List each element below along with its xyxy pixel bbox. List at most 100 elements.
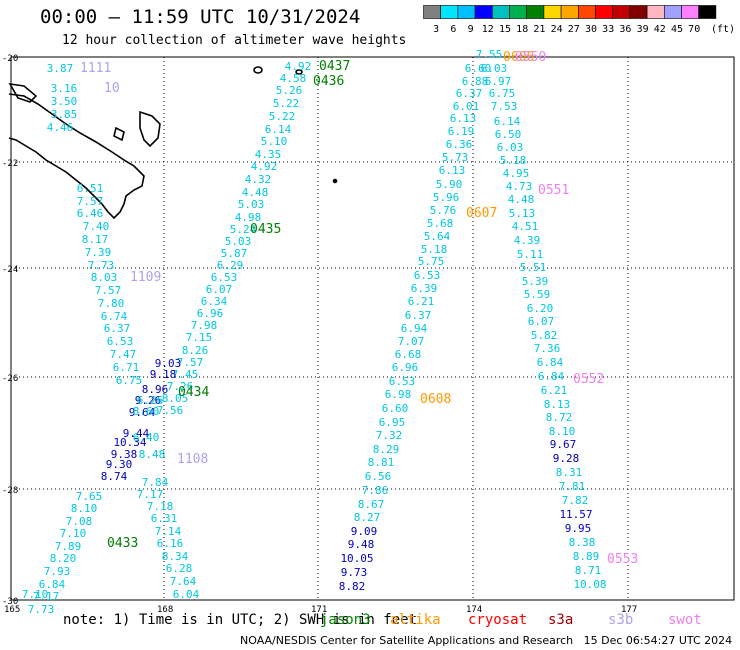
legend-unit: (ft): [711, 24, 735, 35]
legend-label: 36: [619, 24, 631, 35]
satellite-name: cryosat: [468, 612, 528, 628]
wave-height-value: 9.95: [565, 522, 592, 535]
wave-height-value: 8.38: [569, 536, 596, 549]
wave-height-value: 6.37: [456, 87, 483, 100]
wave-height-value: 7.82: [562, 494, 589, 507]
pass-label: 0607: [466, 206, 497, 221]
wave-height-value: 9.38: [111, 448, 138, 461]
wave-height-value: 8.03: [91, 271, 118, 284]
wave-height-value: 4.95: [503, 167, 530, 180]
wave-height-value: 7.36: [534, 342, 561, 355]
wave-height-value: 6.53: [211, 271, 238, 284]
islet: [295, 69, 303, 75]
wave-height-value: 6.53: [389, 375, 416, 388]
wave-height-value: 8.67: [358, 498, 385, 511]
wave-height-value: 5.39: [522, 275, 549, 288]
wave-height-value: 7.89: [55, 540, 82, 553]
legend-label: 33: [602, 24, 614, 35]
legend-label: 18: [516, 24, 528, 35]
island-east: [113, 126, 125, 142]
wave-height-value: 6.26: [137, 394, 164, 407]
wave-height-value: 4.73: [506, 180, 533, 193]
wave-height-value: 4.35: [255, 148, 282, 161]
wave-height-value: 7.26: [167, 380, 194, 393]
wave-height-value: 6.21: [408, 295, 435, 308]
wave-height-value: 5.26: [276, 84, 303, 97]
wave-height-value: 7.64: [170, 575, 197, 588]
wave-height-value: 6.01: [453, 100, 480, 113]
islet: [253, 66, 263, 74]
wave-height-value: 6.40: [133, 431, 160, 444]
wave-height-value: 6.95: [379, 416, 406, 429]
wave-height-value: 8.74: [101, 470, 128, 483]
pass-label: 0550: [515, 50, 546, 65]
wave-height-value: 6.97: [485, 75, 512, 88]
loyalty-islands: [139, 110, 161, 148]
wave-height-value: 8.34: [162, 550, 189, 563]
wave-height-value: 9.18: [150, 368, 177, 381]
wave-height-value: 7.57: [77, 195, 104, 208]
wave-height-value: 3.16: [51, 82, 78, 95]
lon-tick-label: 177: [621, 605, 637, 615]
wave-height-value: 5.18: [421, 243, 448, 256]
wave-height-value: 7.57: [177, 356, 204, 369]
wave-height-value: 8.71: [575, 564, 602, 577]
wave-height-value: 7.81: [559, 480, 586, 493]
wave-height-value: 7.45: [172, 368, 199, 381]
wave-height-value: 6.74: [101, 310, 128, 323]
lon-tick-label: 165: [4, 605, 20, 615]
wave-height-value: 7.57: [95, 284, 122, 297]
satellite-name: jason3: [320, 612, 371, 628]
wave-height-value: 5.90: [436, 178, 463, 191]
color-legend: 3 6 9 12 15 18 21 24 27 30 33 36 39 42 45 70 (ft): [423, 5, 735, 35]
wave-height-value: 7.07: [398, 335, 425, 348]
pass-label: 0434: [178, 385, 209, 400]
legend-label: 12: [482, 24, 494, 35]
wave-height-value: 5.76: [430, 204, 457, 217]
wave-height-value: 9.03: [155, 357, 182, 370]
wave-height-value: 4.58: [280, 72, 307, 85]
wave-height-value: 7.98: [191, 319, 218, 332]
wave-height-value: 8.81: [368, 456, 395, 469]
wave-height-value: 4.48: [508, 193, 535, 206]
wave-height-value: 9.30: [106, 458, 133, 471]
pass-label: 0436: [313, 74, 344, 89]
wave-height-value: 6.37: [405, 309, 432, 322]
wave-height-value: 6.96: [197, 307, 224, 320]
legend-label: 3: [433, 24, 439, 35]
wave-height-value: 5.73: [442, 151, 469, 164]
wave-height-value: 6.84: [538, 370, 565, 383]
wave-height-value: 5.68: [427, 217, 454, 230]
wave-height-value: 6.50: [495, 128, 522, 141]
wave-height-value: 6.28: [166, 562, 193, 575]
wave-height-value: 5.64: [424, 230, 451, 243]
wave-height-value: 9.67: [550, 438, 577, 451]
wave-height-value: 8.29: [373, 443, 400, 456]
wave-height-value: 10.05: [340, 552, 373, 565]
legend-label: 42: [654, 24, 666, 35]
wave-height-value: 5.75: [418, 255, 445, 268]
wave-height-value: 8.13: [544, 398, 571, 411]
wave-height-value: 7.40: [83, 220, 110, 233]
wave-height-value: 6.03: [481, 62, 508, 75]
pass-label: 0433: [107, 536, 138, 551]
wave-height-value: 5.11: [517, 248, 544, 261]
wave-height-value: 6.14: [494, 115, 521, 128]
new-caledonia-coast: [8, 93, 145, 220]
wave-height-value: 8.82: [339, 580, 366, 593]
legend-label: 45: [671, 24, 683, 35]
wave-height-value: 6.07: [528, 315, 555, 328]
legend-label: 39: [637, 24, 649, 35]
wave-height-value: 8.48: [139, 448, 166, 461]
wave-height-value: 8.26: [182, 344, 209, 357]
lat-tick-label: -26: [2, 374, 18, 384]
wave-height-value: 8.31: [556, 466, 583, 479]
wave-height-value: 5.59: [524, 288, 551, 301]
wave-height-value: 6.75: [489, 87, 516, 100]
satellite-name: altika: [390, 612, 441, 628]
lat-tick-label: -20: [2, 54, 18, 64]
pass-label: 0437: [319, 59, 350, 74]
wave-height-value: 6.39: [411, 282, 438, 295]
